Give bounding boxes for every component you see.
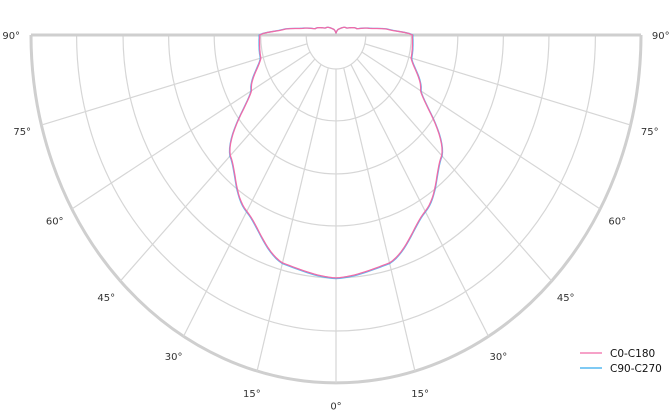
curves — [228, 26, 444, 280]
radial-line — [364, 43, 631, 126]
polar-grid — [29, 33, 643, 385]
angle-label-45-left: 45° — [97, 293, 115, 304]
angle-label-75-right: 75° — [641, 127, 659, 138]
angle-label-0: 0° — [330, 402, 341, 411]
angle-label-90-left: 90° — [2, 31, 20, 42]
legend: C0-C180 C90-C270 — [580, 348, 662, 375]
angle-label-45-right: 45° — [557, 293, 575, 304]
angle-label-60-right: 60° — [608, 216, 626, 227]
radial-line — [71, 51, 311, 210]
angle-label-30-right: 30° — [490, 352, 508, 363]
radial-line — [350, 64, 490, 337]
radial-line — [256, 67, 329, 372]
radial-line — [343, 67, 416, 372]
angle-label-15-right: 15° — [411, 389, 429, 400]
angle-label-90-right: 90° — [652, 31, 670, 42]
angle-label-75-left: 75° — [13, 127, 31, 138]
radial-line — [356, 58, 553, 282]
radial-line — [119, 58, 316, 282]
angle-label-60-left: 60° — [46, 216, 64, 227]
radial-line — [182, 64, 322, 337]
legend-label-c0-c180: C0-C180 — [610, 348, 655, 360]
radial-line — [361, 51, 601, 210]
angle-label-15-left: 15° — [243, 389, 261, 400]
legend-label-c90-c270: C90-C270 — [610, 363, 662, 375]
radial-line — [41, 43, 308, 126]
angle-labels: 0° 15° 15° 30° 30° 45° 45° 60° 60° 75° 75° 90° 90° — [2, 31, 669, 411]
curve-c0-c180 — [229, 26, 443, 279]
grid-ring — [305, 34, 367, 70]
angle-label-30-left: 30° — [165, 352, 183, 363]
